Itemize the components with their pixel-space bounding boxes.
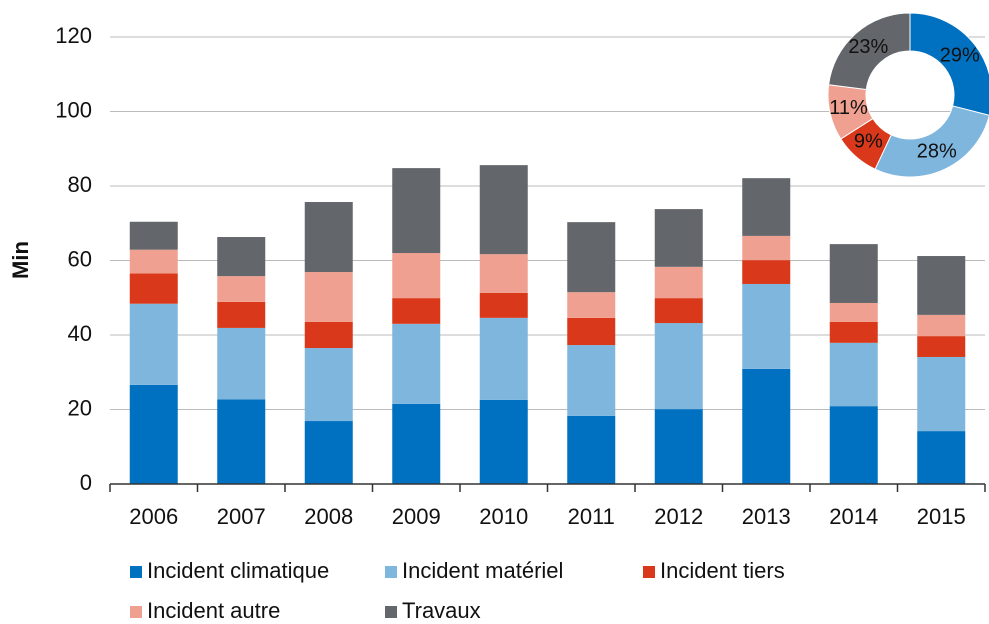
x-tick-label: 2012 [654,504,703,529]
bar-segment [917,336,966,357]
legend-label: Incident autre [147,598,280,623]
pie-slice [909,12,989,116]
legend-swatch [130,566,142,578]
bar-segment [217,399,266,484]
bar-segment [129,249,178,274]
bar-segment [654,209,703,267]
x-tick-label: 2011 [568,504,615,529]
bar-segment [567,317,616,346]
bar-segment [654,298,703,324]
bar-segment [829,342,878,407]
bar-segment [742,368,791,484]
bar-segment [654,409,703,484]
bar-segment [742,178,791,236]
bar-segment [917,431,966,484]
bar-segment [829,244,878,303]
bar-segment [129,384,178,484]
bar-segment [654,323,703,410]
legend-swatch [385,566,397,578]
bar-segment [742,260,791,284]
bar-segment [479,317,528,400]
bar-segment [217,237,266,277]
pie-slice [828,12,911,91]
bar-segment [917,314,966,337]
bar-segment [217,327,266,400]
bar-segment [479,165,528,255]
y-tick-label: 60 [68,246,92,271]
x-tick-label: 2010 [479,504,528,529]
bar-segment [479,399,528,484]
bar-segment [304,348,353,422]
x-tick-label: 2008 [304,504,353,529]
bar-segment [129,221,178,250]
bar-segment [392,403,441,484]
bar-segment [917,356,966,432]
legend-label: Incident matériel [402,558,563,583]
bar-segment [304,202,353,273]
legend-swatch [385,606,397,618]
bar-segment [392,168,441,254]
x-tick-label: 2014 [829,504,878,529]
pie-label: 11% [829,97,868,119]
bar-segment [392,253,441,299]
y-tick-label: 100 [55,97,92,122]
bar-segment [567,292,616,318]
bar-segment [829,406,878,484]
bar-segment [567,345,616,416]
bar-segment [567,222,616,293]
legend-label: Incident climatique [147,558,329,583]
legend-label: Travaux [402,598,481,623]
bar-segment [479,292,528,318]
y-tick-label: 120 [55,23,92,48]
legend-label: Incident tiers [660,558,785,583]
bar-segment [742,283,791,369]
bar-segment [479,254,528,293]
pie-label: 28% [917,140,957,162]
legend-swatch [130,606,142,618]
x-tick-label: 2013 [742,504,791,529]
bar-segment [392,298,441,324]
bar-segment [217,301,266,328]
bar-segment [129,303,178,385]
y-axis-label: Min [8,241,33,279]
bar-segment [742,235,791,261]
bar-segment [129,273,178,304]
legend-swatch [643,566,655,578]
bar-segment [567,415,616,484]
y-tick-label: 40 [68,321,92,346]
pie-label: 23% [848,36,888,58]
pie-label: 29% [940,45,980,67]
bar-segment [304,272,353,322]
pie-slice [874,105,989,178]
y-tick-label: 80 [68,172,92,197]
bar-segment [829,321,878,343]
bar-segment [217,276,266,302]
pie-label: 9% [854,131,883,153]
x-tick-label: 2015 [917,504,966,529]
bar-segment [304,421,353,484]
y-tick-label: 0 [80,470,92,495]
bar-segment [392,323,441,404]
bar-segment [654,266,703,299]
y-tick-label: 20 [68,395,92,420]
x-tick-label: 2006 [129,504,178,529]
bar-segment [829,302,878,322]
bar-segment [917,256,966,315]
x-tick-label: 2009 [392,504,441,529]
bar-segment [304,321,353,349]
x-tick-label: 2007 [217,504,266,529]
